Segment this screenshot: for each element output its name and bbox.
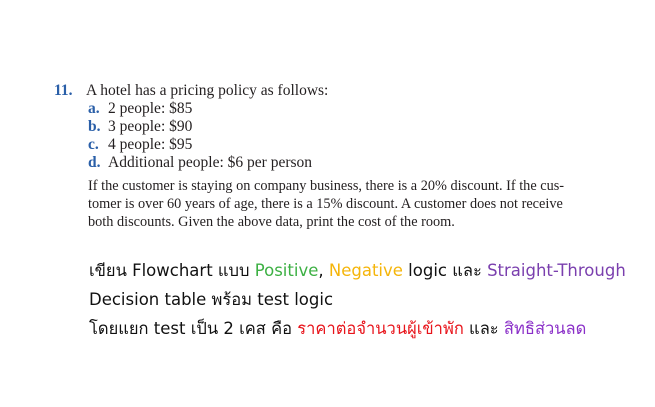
instruction-line-test-cases: โดยแยก test เป็น 2 เคส คือ ราคาต่อจำนวนผ… <box>89 314 649 343</box>
positive-logic-label: Positive <box>254 261 319 280</box>
case-price-per-guests: ราคาต่อจำนวนผู้เข้าพัก <box>297 319 464 338</box>
paragraph-line: tomer is over 60 years of age, there is … <box>88 196 563 212</box>
problem-block: 11. A hotel has a pricing policy as follo… <box>54 82 614 231</box>
separator-comma: , <box>318 261 329 280</box>
negative-logic-label: Negative <box>328 261 403 280</box>
option-text: 4 people: $95 <box>108 136 193 153</box>
option-letter: b. <box>88 118 101 135</box>
straight-through-label: Straight-Through <box>487 261 626 280</box>
case-discount-rights: สิทธิส่วนลด <box>503 319 587 338</box>
instruction-line-flowchart: เขียน Flowchart แบบ Positive, Negative l… <box>89 256 649 285</box>
options-list: a. 2 people: $85 b. 3 people: $90 c. 4 peop… <box>88 100 614 172</box>
option-text: 2 people: $85 <box>108 100 193 117</box>
paragraph-line: both discounts. Given the above data, pr… <box>88 214 455 230</box>
case-and-text: และ <box>463 319 504 338</box>
question-line: 11. A hotel has a pricing policy as follo… <box>54 82 614 100</box>
logic-and-text: logic และ <box>402 261 488 280</box>
option-letter: c. <box>88 136 99 153</box>
paragraph-line: If the customer is staying on company bu… <box>88 178 565 194</box>
option-b: b. 3 people: $90 <box>88 118 614 136</box>
thai-instructions: เขียน Flowchart แบบ Positive, Negative l… <box>89 256 649 343</box>
option-d: d. Additional people: $6 per person <box>88 154 614 172</box>
option-letter: a. <box>88 100 100 117</box>
instruction-line-decision-table: Decision table พร้อม test logic <box>89 290 334 309</box>
option-letter: d. <box>88 154 101 171</box>
question-intro: A hotel has a pricing policy as follows: <box>86 82 329 99</box>
flowchart-prefix: เขียน Flowchart แบบ <box>89 261 255 280</box>
option-text: Additional people: $6 per person <box>108 154 313 171</box>
test-cases-prefix: โดยแยก test เป็น 2 เคส คือ <box>89 319 298 338</box>
option-a: a. 2 people: $85 <box>88 100 614 118</box>
question-number: 11. <box>54 82 73 99</box>
option-c: c. 4 people: $95 <box>88 136 614 154</box>
option-text: 3 people: $90 <box>108 118 193 135</box>
discount-paragraph: If the customer is staying on company bu… <box>88 177 613 231</box>
